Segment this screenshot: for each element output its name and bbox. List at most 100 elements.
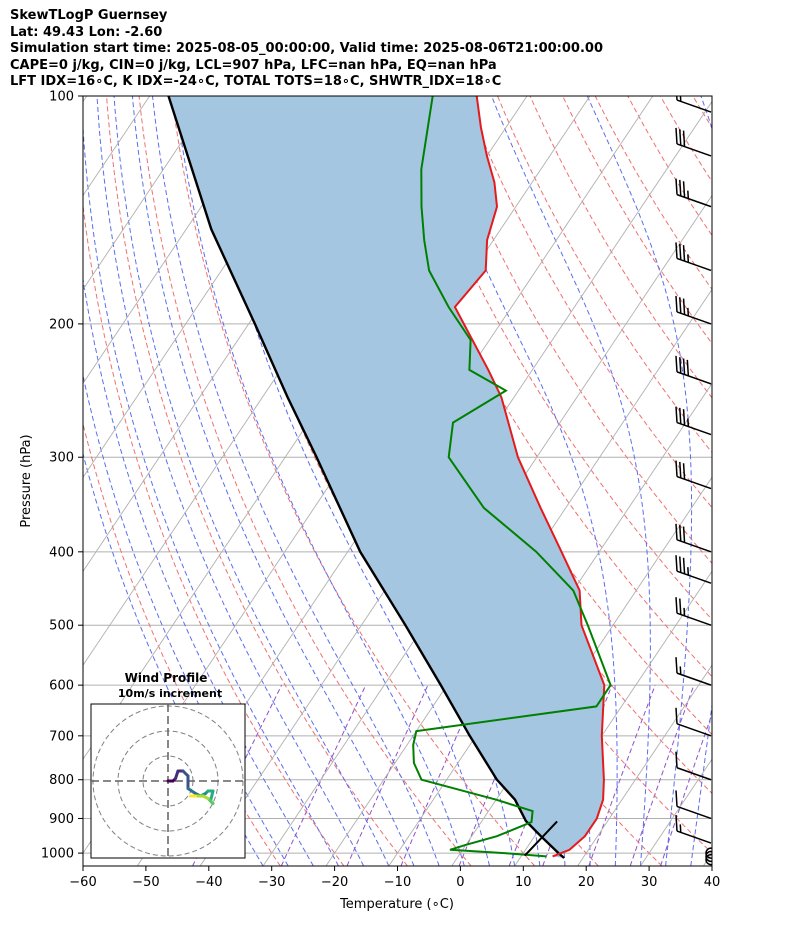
wind-barb-half-flag <box>687 567 690 576</box>
cape-line: CAPE=0 j/kg, CIN=0 j/kg, LCL=907 hPa, LF… <box>10 57 497 73</box>
wind-barb-full-flag <box>675 355 678 372</box>
y-tick-label: 200 <box>49 317 74 332</box>
y-tick-label: 100 <box>49 90 74 105</box>
y-tick-label: 300 <box>49 451 74 466</box>
dry-adiabat-180 <box>726 96 794 866</box>
wind-barb <box>675 295 712 325</box>
moist-adiabat--18 <box>83 121 339 866</box>
dry-adiabat-140 <box>594 96 712 291</box>
calm-wind-marker <box>705 847 712 859</box>
cape-area <box>168 96 605 858</box>
indices-line: LFT IDX=16∘C, K IDX=-24∘C, TOTAL TOTS=18… <box>10 74 502 89</box>
wind-barb-full-flag <box>682 358 686 375</box>
wind-barb-full-flag <box>679 461 682 478</box>
moist-adiabat-30 <box>491 96 651 866</box>
wind-barb-half-flag <box>687 190 690 199</box>
wind-barb-half-flag <box>687 254 690 263</box>
y-tick-label: 400 <box>49 545 74 560</box>
wind-barb-full-flag <box>675 790 678 807</box>
wind-barb-full-flag <box>679 96 682 102</box>
wind-barb <box>675 597 712 626</box>
wind-barb <box>675 127 712 157</box>
wind-barb-full-flag <box>686 359 690 376</box>
moist-adiabat-38 <box>690 96 712 866</box>
hodograph-subtitle: 10m/s increment <box>118 687 222 700</box>
wind-barb-full-flag <box>675 127 678 144</box>
hodograph-title: Wind Profile <box>125 671 208 685</box>
wind-barb-staff <box>676 570 712 584</box>
moist-adiabat--14 <box>96 96 365 866</box>
wind-barb-full-flag <box>682 557 686 574</box>
wind-barb-full-flag <box>679 243 682 260</box>
wind-barb-full-flag <box>682 409 686 426</box>
wind-barb <box>675 178 712 208</box>
wind-barb-staff <box>676 539 712 553</box>
wind-barb-full-flag <box>682 245 686 262</box>
pressure-grid <box>83 96 712 854</box>
wind-barb-staff <box>676 257 712 272</box>
title-line: SkewTLogP Guernsey <box>10 8 168 23</box>
wind-barb-full-flag <box>675 657 678 674</box>
hodograph-segment <box>186 787 197 795</box>
y-tick-label: 700 <box>49 729 74 744</box>
y-axis-label: Pressure (hPa) <box>19 434 34 527</box>
y-tick-label: 500 <box>49 619 74 634</box>
temperature-profile-line <box>453 96 606 858</box>
wind-barb <box>675 815 712 844</box>
wind-barb-full-flag <box>675 597 678 614</box>
wind-barb-full-flag <box>679 407 682 424</box>
y-tick-label: 600 <box>49 679 74 694</box>
wind-barb-full-flag <box>679 129 682 146</box>
isotherm--120 <box>83 96 213 291</box>
wind-barb-full-flag <box>679 297 682 314</box>
wind-barbs <box>675 96 712 866</box>
wind-barb-full-flag <box>682 526 686 543</box>
wind-barb-full-flag <box>675 555 678 572</box>
wind-barb-staff <box>676 193 712 208</box>
wind-barb-staff <box>676 612 712 626</box>
x-tick-label: −30 <box>258 875 285 890</box>
wind-barb-full-flag <box>682 130 686 147</box>
wind-barb <box>675 707 712 737</box>
wind-barb-full-flag <box>679 556 682 573</box>
wind-barb-full-flag <box>675 707 678 724</box>
wind-barb <box>675 657 712 686</box>
x-tick-label: 30 <box>641 875 658 890</box>
wind-barb <box>675 96 712 113</box>
wind-barb <box>675 355 712 385</box>
x-tick-label: 0 <box>456 875 464 890</box>
isotherm-40 <box>702 852 712 866</box>
mixing-ratio-0.4 <box>280 684 367 866</box>
moist-adiabat-2 <box>174 96 465 866</box>
dry-adiabat-170 <box>692 96 712 129</box>
moist-adiabat-6 <box>199 96 490 866</box>
wind-barb-staff <box>676 371 712 385</box>
time-line: Simulation start time: 2025-08-05_00:00:… <box>10 41 603 56</box>
wind-barb <box>675 790 712 820</box>
wind-barb <box>675 242 712 272</box>
isotherm--20 <box>325 288 712 866</box>
wind-barb-full-flag <box>682 298 686 315</box>
wind-barb <box>675 460 712 490</box>
wind-barb-full-flag <box>675 523 678 540</box>
moist-adiabat--26 <box>83 373 289 866</box>
wind-barb-staff <box>676 143 712 157</box>
wind-barb-half-flag <box>687 418 690 427</box>
isotherm-30 <box>640 758 712 866</box>
wind-barb-full-flag <box>675 751 678 768</box>
x-tick-label: 20 <box>578 875 595 890</box>
wind-barb <box>675 751 712 781</box>
calm-wind-marker <box>705 853 712 866</box>
wind-barb-half-flag <box>679 666 682 675</box>
x-tick-label: 40 <box>704 875 721 890</box>
dry-adiabat--30 <box>83 421 281 866</box>
wind-barb-staff <box>676 99 712 113</box>
dry-adiabat-190 <box>758 96 794 866</box>
x-tick-label: 10 <box>515 875 532 890</box>
cin-shaded-region <box>168 96 605 858</box>
wind-barb-staff <box>676 805 712 820</box>
wind-barb-full-flag <box>682 181 686 198</box>
y-tick-label: 1000 <box>41 847 74 862</box>
axes: −60 −50 −40 −30 −20 −10 0 10 20 30 40 1000 900 800 700… <box>41 90 720 891</box>
